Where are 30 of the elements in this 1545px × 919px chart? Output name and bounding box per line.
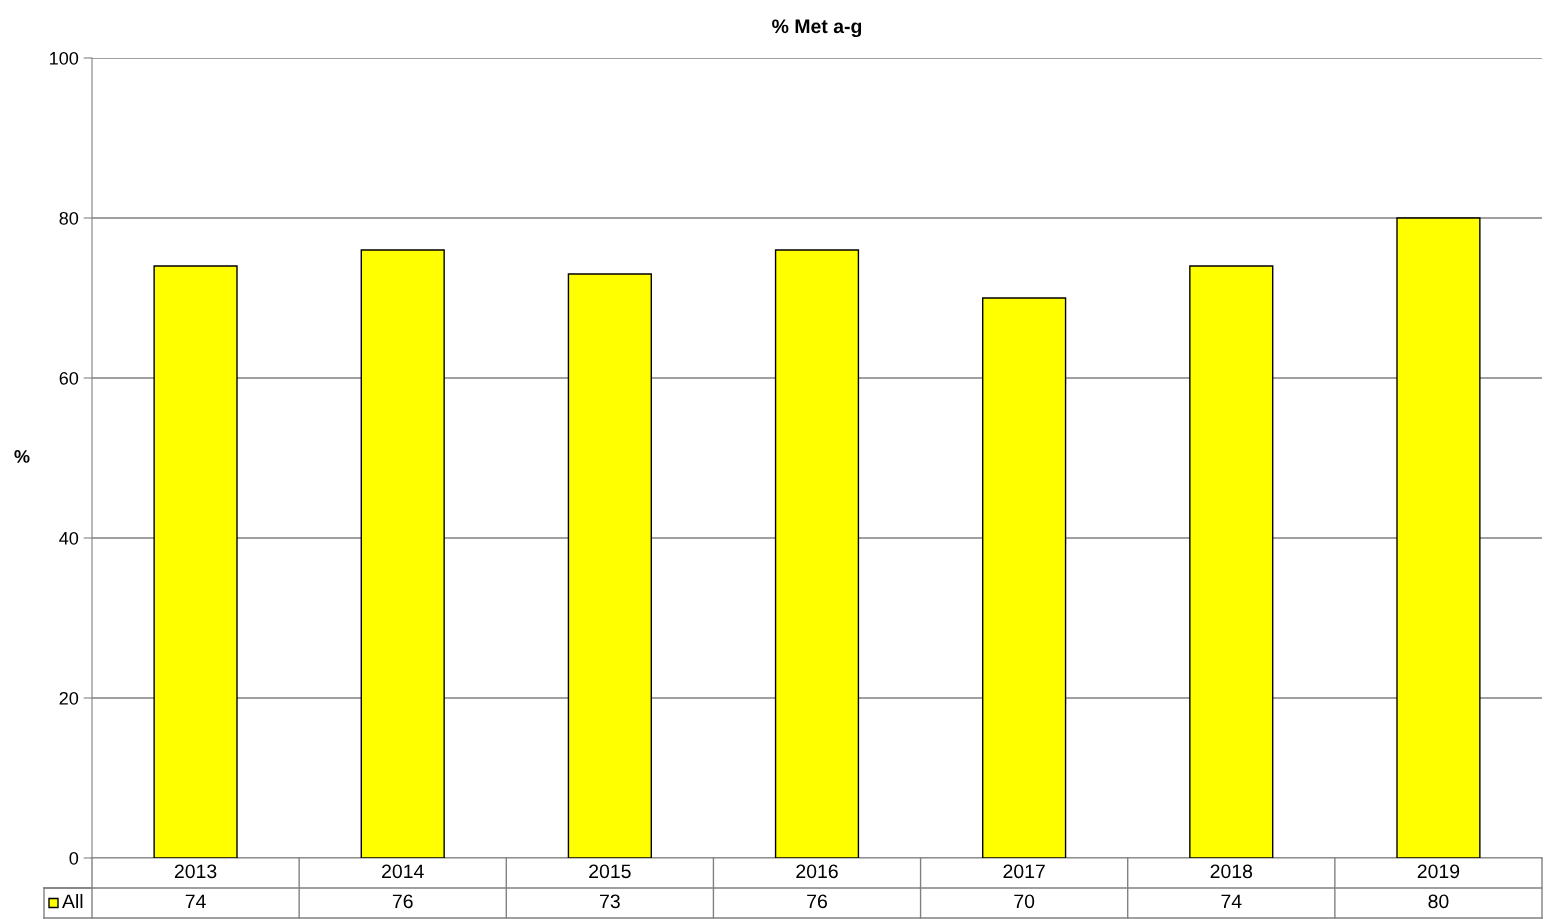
x-tick-label: 2013 [174, 864, 217, 879]
data-label: 70 [1014, 894, 1035, 909]
x-tick-label: 2018 [1210, 864, 1253, 879]
bar [360, 249, 445, 858]
y-tick-label: 60 [59, 371, 79, 385]
bar [153, 265, 238, 858]
data-label: 76 [807, 894, 827, 909]
data-label: 74 [185, 894, 206, 909]
x-tick-label: 2019 [1417, 864, 1460, 879]
data-label: 74 [1221, 894, 1242, 909]
x-tick-label: 2017 [1003, 864, 1045, 879]
y-tick-label: 100 [50, 51, 79, 65]
chart-title: % Met a-g [772, 19, 862, 38]
bar [1396, 217, 1481, 858]
x-tick-label: 2015 [589, 864, 631, 879]
y-axis-title: % [14, 450, 30, 463]
bar [567, 273, 652, 858]
data-label: 73 [600, 894, 620, 909]
bar [1189, 265, 1274, 858]
data-label: 76 [392, 894, 413, 909]
y-tick-label: 40 [59, 531, 79, 545]
y-tick-label: 20 [59, 691, 79, 705]
bar [982, 297, 1067, 858]
data-label: 80 [1428, 894, 1449, 909]
y-tick-label: 0 [69, 851, 79, 865]
bar [774, 249, 860, 858]
x-tick-label: 2014 [382, 864, 424, 879]
legend-label: All [62, 893, 83, 909]
y-tick-label: 80 [59, 211, 79, 225]
x-tick-label: 2016 [796, 864, 838, 879]
